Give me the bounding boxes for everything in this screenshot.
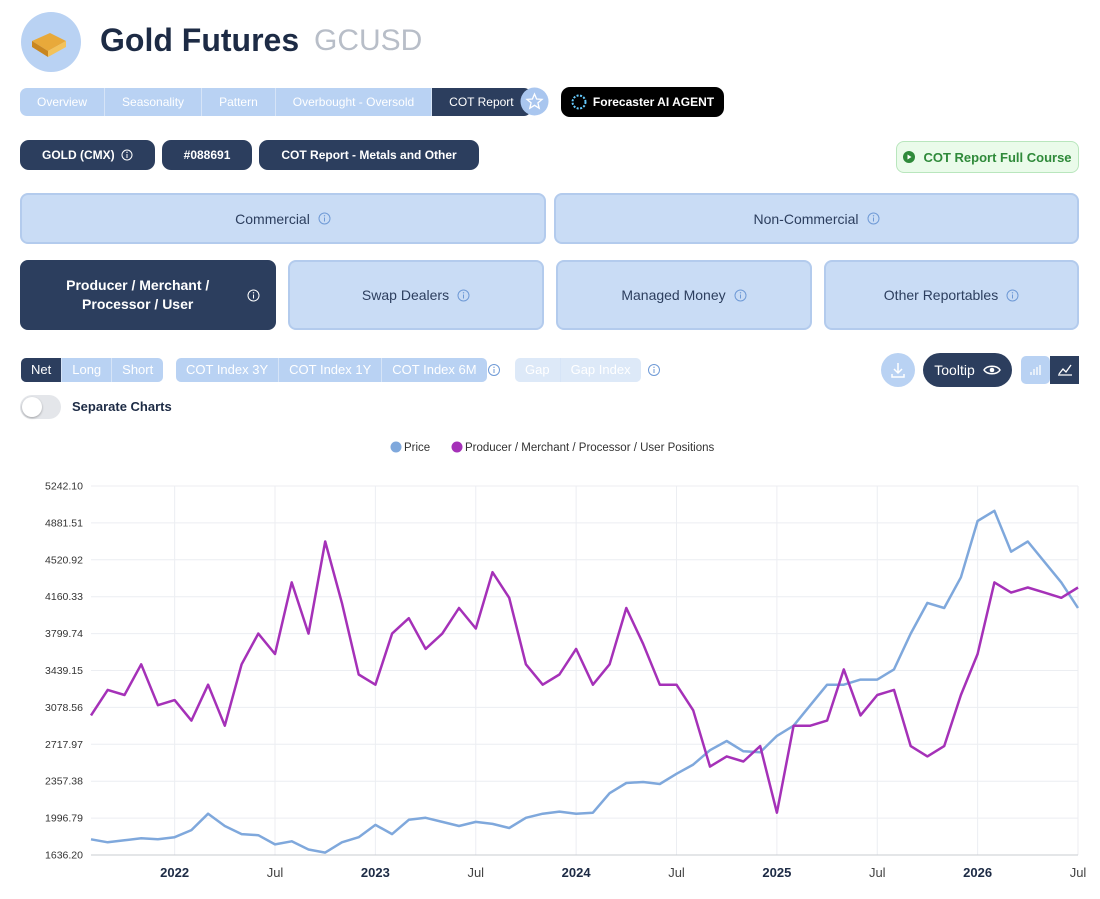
title: Gold Futures xyxy=(100,22,300,58)
chips: GOLD (CMX) #088691 COT Report - Metals a… xyxy=(20,140,486,170)
legend-label: Producer / Merchant / Processor / User P… xyxy=(465,442,715,454)
subgroup-label: Swap Dealers xyxy=(361,287,450,303)
chip-label: COT Report - Metals and Other xyxy=(281,148,457,162)
symbol: GCUSD xyxy=(314,24,423,57)
toggle-label: Separate Charts xyxy=(72,399,172,414)
info-icon xyxy=(318,212,331,225)
x-tick-label: Jul xyxy=(668,865,685,880)
play-icon xyxy=(903,151,916,163)
tab[interactable]: Pattern xyxy=(202,88,276,116)
mode-button[interactable]: Net xyxy=(21,358,63,382)
chip[interactable]: #088691 xyxy=(161,140,253,170)
course-button[interactable]: COT Report Full Course xyxy=(896,141,1079,173)
chip[interactable]: COT Report - Metals and Other xyxy=(259,140,479,170)
subgroup-label: Other Reportables xyxy=(883,287,999,303)
y-tick-label: 5242.10 xyxy=(45,481,83,493)
subgroup-button[interactable]: Other Reportables xyxy=(824,260,1079,330)
x-tick-label: 2024 xyxy=(562,865,592,880)
index-button[interactable]: COT Index 3Y xyxy=(176,358,280,382)
x-tick-label: Jul xyxy=(869,865,886,880)
info-icon xyxy=(121,149,133,161)
y-tick-label: 1636.20 xyxy=(45,850,83,862)
group-button[interactable]: Commercial xyxy=(20,193,546,244)
y-tick-label: 4520.92 xyxy=(45,554,83,566)
legend-label: Price xyxy=(404,442,430,454)
ai-button[interactable]: Forecaster AI AGENT xyxy=(561,87,724,117)
chip-label: GOLD (CMX) xyxy=(42,148,115,162)
chip[interactable]: GOLD (CMX) xyxy=(20,140,155,170)
ai-label: Forecaster AI AGENT xyxy=(592,95,715,109)
index-button[interactable]: COT Index 1Y xyxy=(279,358,383,382)
group-label: Commercial xyxy=(235,210,310,227)
subgroup-label: Producer / Merchant / Processor / User xyxy=(66,277,210,312)
group-label: Non-Commercial xyxy=(753,210,859,227)
gap-button[interactable]: Gap xyxy=(515,358,561,382)
logo xyxy=(21,12,81,72)
legend-swatch xyxy=(390,441,402,453)
subgroup-label: Managed Money xyxy=(621,287,726,303)
info-icon xyxy=(734,289,747,301)
info-icon xyxy=(457,289,470,301)
toggle-knob xyxy=(22,397,42,417)
tab[interactable]: COT Report xyxy=(432,88,531,116)
gap-buttons: Gap Gap Index xyxy=(515,358,641,382)
x-tick-label: Jul xyxy=(467,865,484,880)
chart-type-buttons[interactable] xyxy=(1021,356,1079,384)
course-label: COT Report Full Course xyxy=(923,149,1072,165)
eye-icon xyxy=(982,365,1001,375)
x-tick-label: 2026 xyxy=(963,865,992,880)
tooltip-button[interactable]: Tooltip xyxy=(923,353,1012,387)
y-tick-label: 4160.33 xyxy=(45,591,83,603)
y-tick-label: 2357.38 xyxy=(45,776,83,788)
info-icon xyxy=(247,289,260,301)
info-icon xyxy=(867,212,880,225)
info-icon xyxy=(488,364,500,376)
tabs: Overview Seasonality Pattern Overbought … xyxy=(20,88,531,116)
mode-buttons: Net Long Short xyxy=(21,358,164,382)
subgroup-button[interactable]: Swap Dealers xyxy=(288,260,544,330)
x-tick-label: 2022 xyxy=(160,865,189,880)
subgroup-button[interactable]: Managed Money xyxy=(556,260,812,330)
y-tick-label: 3799.74 xyxy=(45,628,83,640)
info-icon xyxy=(1006,289,1019,301)
group-button[interactable]: Non-Commercial xyxy=(554,193,1079,244)
subgroup-button[interactable]: Producer / Merchant / Processor / User xyxy=(20,260,276,330)
chip-label: #088691 xyxy=(183,148,231,162)
legend-swatch xyxy=(451,441,463,453)
download-button[interactable] xyxy=(881,353,915,387)
x-tick-label: 2025 xyxy=(762,865,791,880)
ai-icon xyxy=(571,94,587,110)
y-tick-label: 3078.56 xyxy=(45,702,83,714)
x-tick-label: Jul xyxy=(267,865,284,880)
tab[interactable]: Overbought - Oversold xyxy=(275,88,433,116)
series-line xyxy=(89,540,1079,814)
index-buttons: COT Index 3Y COT Index 1Y COT Index 6M xyxy=(176,358,487,382)
tooltip-label: Tooltip xyxy=(934,362,975,378)
star-button[interactable] xyxy=(520,87,549,116)
chart: 1636.20 1996.79 2357.38 2717.97 3078.56 3439.… xyxy=(45,441,1087,880)
tab[interactable]: Seasonality xyxy=(105,88,203,116)
series-line xyxy=(90,509,1080,854)
y-tick-label: 4881.51 xyxy=(45,517,83,529)
index-button[interactable]: COT Index 6M xyxy=(382,358,487,382)
x-tick-label: Jul xyxy=(1070,865,1087,880)
y-tick-label: 2717.97 xyxy=(45,739,83,751)
x-tick-label: 2023 xyxy=(361,865,390,880)
mode-button[interactable]: Short xyxy=(112,358,164,382)
gap-button[interactable]: Gap Index xyxy=(560,358,641,382)
y-tick-label: 3439.15 xyxy=(45,665,83,677)
mode-button[interactable]: Long xyxy=(62,358,113,382)
toggle[interactable] xyxy=(20,395,61,419)
tab[interactable]: Overview xyxy=(20,88,106,116)
info-icon xyxy=(648,364,660,376)
y-tick-label: 1996.79 xyxy=(45,813,83,825)
